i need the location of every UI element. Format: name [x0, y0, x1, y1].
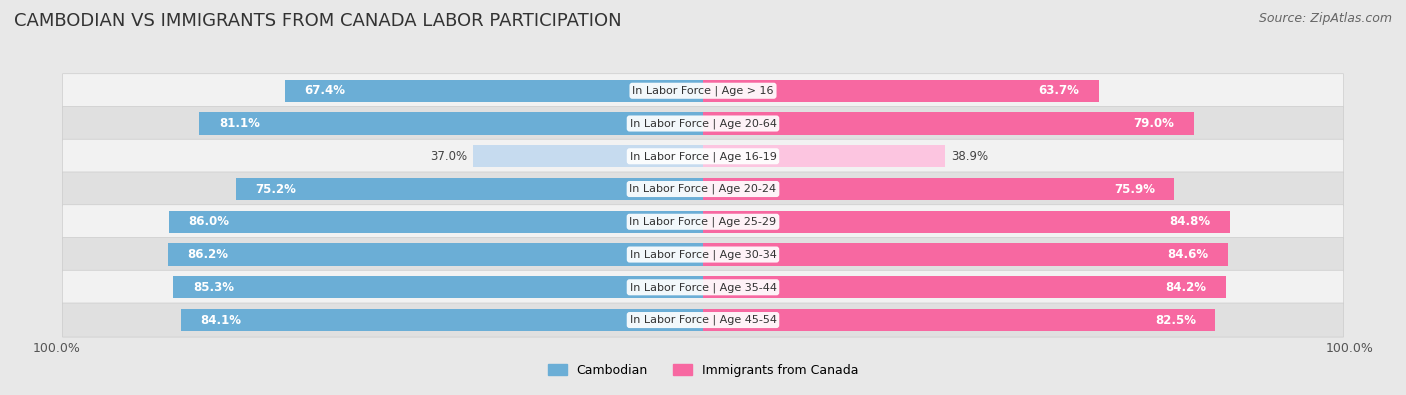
- Bar: [284, 80, 703, 102]
- Bar: [169, 211, 703, 233]
- Bar: [200, 112, 703, 135]
- Text: Source: ZipAtlas.com: Source: ZipAtlas.com: [1258, 12, 1392, 25]
- Text: 84.8%: 84.8%: [1168, 215, 1211, 228]
- Bar: [236, 178, 703, 200]
- Text: 79.0%: 79.0%: [1133, 117, 1174, 130]
- Text: In Labor Force | Age 45-54: In Labor Force | Age 45-54: [630, 315, 776, 325]
- Bar: [703, 112, 1194, 135]
- Bar: [167, 243, 703, 266]
- Text: 86.0%: 86.0%: [188, 215, 229, 228]
- Text: 82.5%: 82.5%: [1154, 314, 1197, 327]
- Text: In Labor Force | Age 20-24: In Labor Force | Age 20-24: [630, 184, 776, 194]
- Text: In Labor Force | Age 35-44: In Labor Force | Age 35-44: [630, 282, 776, 293]
- Text: 84.1%: 84.1%: [200, 314, 242, 327]
- Text: 37.0%: 37.0%: [430, 150, 467, 163]
- Text: 75.9%: 75.9%: [1114, 182, 1154, 196]
- Text: 38.9%: 38.9%: [950, 150, 988, 163]
- Text: 85.3%: 85.3%: [193, 281, 233, 294]
- Text: 63.7%: 63.7%: [1038, 84, 1078, 97]
- Text: In Labor Force | Age 16-19: In Labor Force | Age 16-19: [630, 151, 776, 162]
- Bar: [173, 276, 703, 299]
- Text: CAMBODIAN VS IMMIGRANTS FROM CANADA LABOR PARTICIPATION: CAMBODIAN VS IMMIGRANTS FROM CANADA LABO…: [14, 12, 621, 30]
- Bar: [703, 243, 1229, 266]
- Text: 75.2%: 75.2%: [256, 182, 297, 196]
- Text: In Labor Force | Age 30-34: In Labor Force | Age 30-34: [630, 249, 776, 260]
- Bar: [703, 211, 1229, 233]
- Text: 67.4%: 67.4%: [304, 84, 344, 97]
- Text: 84.6%: 84.6%: [1168, 248, 1209, 261]
- Bar: [703, 178, 1174, 200]
- Bar: [474, 145, 703, 167]
- Legend: Cambodian, Immigrants from Canada: Cambodian, Immigrants from Canada: [543, 359, 863, 382]
- Text: In Labor Force | Age 25-29: In Labor Force | Age 25-29: [630, 216, 776, 227]
- FancyBboxPatch shape: [62, 237, 1344, 272]
- Text: 84.2%: 84.2%: [1166, 281, 1206, 294]
- Bar: [703, 309, 1215, 331]
- Bar: [181, 309, 703, 331]
- Text: In Labor Force | Age 20-64: In Labor Force | Age 20-64: [630, 118, 776, 129]
- Text: In Labor Force | Age > 16: In Labor Force | Age > 16: [633, 85, 773, 96]
- FancyBboxPatch shape: [62, 270, 1344, 304]
- FancyBboxPatch shape: [62, 107, 1344, 141]
- Bar: [703, 80, 1098, 102]
- Bar: [703, 276, 1226, 299]
- Bar: [703, 145, 945, 167]
- FancyBboxPatch shape: [62, 172, 1344, 206]
- FancyBboxPatch shape: [62, 74, 1344, 108]
- FancyBboxPatch shape: [62, 303, 1344, 337]
- FancyBboxPatch shape: [62, 205, 1344, 239]
- Text: 81.1%: 81.1%: [219, 117, 260, 130]
- FancyBboxPatch shape: [62, 139, 1344, 173]
- Text: 86.2%: 86.2%: [187, 248, 228, 261]
